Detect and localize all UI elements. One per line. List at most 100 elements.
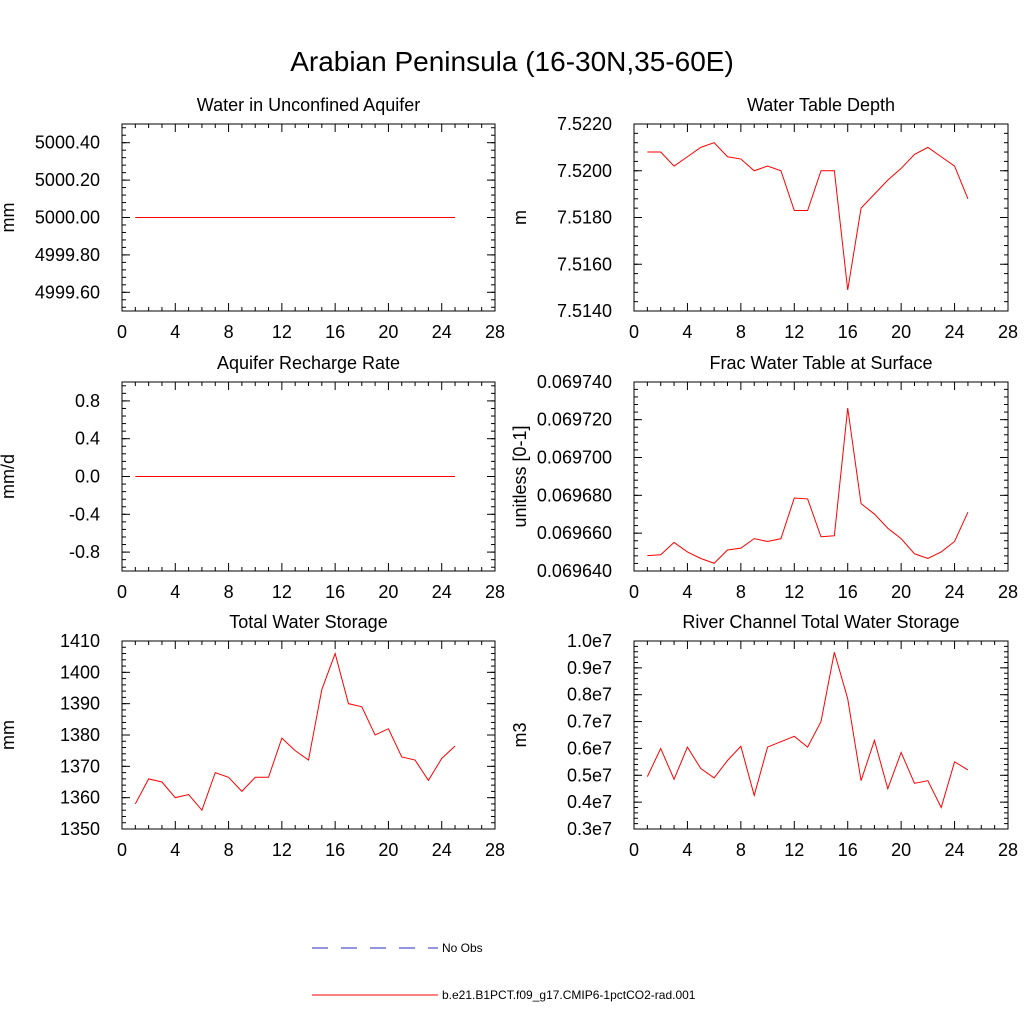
y-tick-label: 0.4e7 xyxy=(567,792,612,812)
panel-3: Aquifer Recharge Rate mm/d 0 4 8 12 16 20 24 28 -0… xyxy=(0,353,505,602)
y-tick-label: 0.7e7 xyxy=(567,712,612,732)
panel-title: Water Table Depth xyxy=(747,95,895,115)
x-tick-label: 0 xyxy=(629,840,639,860)
panel-1: Water in Unconfined Aquifer mm 0 4 8 12 16 20 24… xyxy=(0,95,505,342)
y-tick-label: 7.5140 xyxy=(557,301,612,321)
panel-title: Total Water Storage xyxy=(229,612,387,632)
y-axis-label: mm/d xyxy=(0,454,18,499)
series-line xyxy=(647,142,969,291)
y-tick-label: -0.4 xyxy=(69,504,100,524)
y-tick-label: 1400 xyxy=(60,662,100,682)
y-tick-label: 1380 xyxy=(60,725,100,745)
x-tick-label: 28 xyxy=(998,582,1018,602)
y-axis-label: mm xyxy=(0,203,18,233)
y-tick-label: 5000.20 xyxy=(35,170,100,190)
x-tick-label: 4 xyxy=(682,322,692,342)
x-tick-label: 4 xyxy=(170,582,180,602)
legend-obs-swatch xyxy=(312,947,438,949)
x-tick-label: 0 xyxy=(117,840,127,860)
plot-frame xyxy=(633,640,1009,830)
x-tick-label: 4 xyxy=(682,840,692,860)
x-tick-label: 24 xyxy=(432,322,452,342)
panel-title: Water in Unconfined Aquifer xyxy=(197,95,420,115)
x-tick-label: 0 xyxy=(629,582,639,602)
y-tick-label: 1.0e7 xyxy=(567,631,612,651)
panel-6: River Channel Total Water Storage m3 0 4 8 12… xyxy=(510,612,1018,860)
y-tick-label: 0.069740 xyxy=(537,372,612,392)
y-tick-label: 7.5220 xyxy=(557,114,612,134)
x-tick-label: 0 xyxy=(117,322,127,342)
x-tick-label: 20 xyxy=(891,322,911,342)
x-tick-label: 24 xyxy=(945,840,965,860)
plot-frame xyxy=(633,123,1009,312)
x-tick-label: 20 xyxy=(378,840,398,860)
x-tick-label: 8 xyxy=(736,322,746,342)
x-tick-label: 4 xyxy=(170,840,180,860)
y-tick-label: 4999.60 xyxy=(35,282,100,302)
y-tick-label: 5000.40 xyxy=(35,133,100,153)
x-tick-label: 16 xyxy=(325,840,345,860)
x-tick-label: 0 xyxy=(117,582,127,602)
y-tick-label: 0.8 xyxy=(75,391,100,411)
series-line xyxy=(134,651,456,812)
y-tick-label: 0.069720 xyxy=(537,410,612,430)
y-tick-label: 0.4 xyxy=(75,429,100,449)
y-tick-label: -0.8 xyxy=(69,542,100,562)
y-tick-label: 0.069700 xyxy=(537,447,612,467)
x-tick-label: 28 xyxy=(485,840,505,860)
x-tick-label: 0 xyxy=(629,322,639,342)
x-tick-label: 16 xyxy=(838,840,858,860)
x-tick-label: 28 xyxy=(485,322,505,342)
x-tick-label: 24 xyxy=(945,322,965,342)
plot-frame xyxy=(633,381,1009,572)
x-tick-label: 8 xyxy=(224,322,234,342)
x-tick-label: 8 xyxy=(224,840,234,860)
y-tick-label: 7.5160 xyxy=(557,254,612,274)
y-tick-label: 4999.80 xyxy=(35,245,100,265)
x-tick-label: 28 xyxy=(998,322,1018,342)
x-tick-label: 24 xyxy=(945,582,965,602)
x-tick-label: 8 xyxy=(224,582,234,602)
x-tick-label: 16 xyxy=(325,582,345,602)
x-tick-label: 16 xyxy=(325,322,345,342)
x-tick-label: 8 xyxy=(736,840,746,860)
y-axis-label: m xyxy=(510,210,530,225)
y-axis-label: unitless [0-1] xyxy=(510,425,530,527)
x-tick-label: 4 xyxy=(682,582,692,602)
panel-5: Total Water Storage mm 0 4 8 12 16 20 24 28 1350 13… xyxy=(0,612,505,860)
x-tick-label: 24 xyxy=(432,840,452,860)
y-tick-label: 0.5e7 xyxy=(567,765,612,785)
x-tick-label: 12 xyxy=(784,582,804,602)
x-tick-label: 12 xyxy=(272,582,292,602)
x-tick-label: 20 xyxy=(378,582,398,602)
y-tick-label: 7.5200 xyxy=(557,161,612,181)
y-tick-label: 0.3e7 xyxy=(567,819,612,839)
x-tick-label: 28 xyxy=(485,582,505,602)
x-tick-label: 28 xyxy=(998,840,1018,860)
x-tick-label: 12 xyxy=(272,322,292,342)
panel-title: Aquifer Recharge Rate xyxy=(217,353,400,373)
x-tick-label: 16 xyxy=(838,322,858,342)
x-tick-label: 8 xyxy=(736,582,746,602)
y-tick-label: 7.5180 xyxy=(557,208,612,228)
y-tick-label: 0.9e7 xyxy=(567,658,612,678)
x-tick-label: 20 xyxy=(378,322,398,342)
x-tick-label: 4 xyxy=(170,322,180,342)
panel-title: Frac Water Table at Surface xyxy=(709,353,932,373)
x-tick-label: 12 xyxy=(784,840,804,860)
series-line xyxy=(647,408,969,564)
x-tick-label: 12 xyxy=(784,322,804,342)
y-tick-label: 0.069640 xyxy=(537,561,612,581)
x-tick-label: 12 xyxy=(272,840,292,860)
y-tick-label: 1410 xyxy=(60,631,100,651)
y-axis-label: mm xyxy=(0,720,18,750)
legend-obs-label: No Obs xyxy=(442,941,483,955)
panel-2: Water Table Depth m 0 4 8 12 16 20 24 28 7.5140 7.5… xyxy=(510,95,1018,342)
legend-model-swatch xyxy=(312,994,438,996)
y-tick-label: 5000.00 xyxy=(35,208,100,228)
y-tick-label: 0.0 xyxy=(75,467,100,487)
y-tick-label: 0.8e7 xyxy=(567,685,612,705)
figure-title: Arabian Peninsula (16-30N,35-60E) xyxy=(290,46,734,77)
legend-model-label: b.e21.B1PCT.f09_g17.CMIP6-1pctCO2-rad.00… xyxy=(442,988,696,1002)
